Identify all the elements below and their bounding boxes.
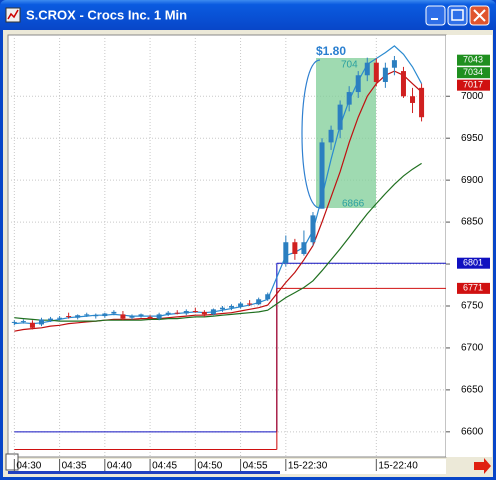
- candle-body: [391, 60, 397, 68]
- overlay: [11, 45, 425, 332]
- price-badge: [457, 67, 490, 79]
- price-badge-label: 6771: [463, 283, 483, 293]
- candle-body: [310, 215, 316, 243]
- maximize-glyph: [451, 9, 464, 21]
- maximize-button[interactable]: [447, 5, 468, 26]
- x-tick-label: 04:45: [152, 461, 177, 472]
- time-scroll: [8, 471, 280, 474]
- candle-body: [337, 104, 343, 130]
- range-bracket: [301, 59, 321, 209]
- x-tick-label: 04:35: [62, 461, 87, 472]
- candle-body: [219, 307, 225, 310]
- candle-body: [201, 311, 207, 315]
- candle-body: [147, 316, 153, 319]
- time-axis: [8, 459, 446, 474]
- candle-body: [120, 314, 126, 319]
- title-bar: [0, 0, 496, 30]
- candle-body: [364, 62, 370, 76]
- annotation-high: 704: [341, 60, 358, 71]
- price-badge: [457, 257, 490, 269]
- price-badge-label: 6801: [463, 258, 483, 268]
- candle-body: [20, 321, 26, 323]
- price-badge: [457, 54, 490, 66]
- price-badge: [457, 79, 490, 91]
- candle-body: [346, 92, 352, 105]
- price-badge-label: 7034: [463, 67, 483, 77]
- annotation-low: 6866: [342, 199, 365, 210]
- minimize-button[interactable]: [425, 5, 446, 26]
- x-tick-label: 15-22:30: [288, 461, 328, 472]
- candle-body: [410, 96, 416, 103]
- candle-body: [138, 314, 144, 317]
- ma-line: [14, 162, 422, 322]
- candle-body: [229, 305, 235, 308]
- candle-body: [66, 316, 72, 318]
- y-tick-label: 6950: [461, 133, 484, 144]
- candle-body: [247, 303, 253, 305]
- x-tick-label: 15-22:40: [378, 461, 418, 472]
- x-tick-label: 04:50: [197, 461, 222, 472]
- candle-body: [400, 71, 406, 97]
- app-icon-glyph: [7, 9, 19, 20]
- y-tick-label: 6900: [461, 175, 484, 186]
- candle-body: [238, 303, 244, 307]
- window-buttons: [425, 5, 490, 26]
- scroll-arrow[interactable]: [474, 458, 491, 474]
- candle-body: [111, 311, 117, 314]
- candle-body: [29, 322, 35, 328]
- candle-body: [256, 299, 262, 305]
- candle-body: [292, 242, 298, 254]
- y-tick-label: 6650: [461, 385, 484, 396]
- plot: 66006650670067506800685069006950700004:3…: [8, 35, 490, 472]
- y-tick-label: 6750: [461, 301, 484, 312]
- candle-body: [328, 129, 334, 143]
- candle-body: [210, 309, 216, 315]
- candle-body: [283, 242, 289, 264]
- candle-body: [373, 62, 379, 82]
- candle-body: [129, 316, 135, 318]
- candle-body: [192, 311, 198, 313]
- candle-body: [57, 317, 63, 319]
- candle-body: [75, 315, 81, 318]
- candle-body: [156, 314, 162, 319]
- candle-body: [102, 313, 108, 317]
- y-tick-label: 6700: [461, 343, 484, 354]
- price-badge-label: 7043: [463, 55, 483, 65]
- plot-area: [7, 34, 447, 458]
- price-badge: [457, 282, 490, 294]
- close-glyph: [473, 9, 486, 22]
- candle-body: [48, 318, 54, 321]
- candle-body: [419, 87, 425, 118]
- candle-body: [165, 312, 171, 315]
- candle-body: [301, 242, 307, 254]
- candle-body: [382, 67, 388, 82]
- candle-body: [174, 312, 180, 314]
- x-tick-label: 04:55: [243, 461, 268, 472]
- candle-body: [319, 142, 325, 209]
- candle-body: [265, 294, 271, 300]
- y-tick-label: 6600: [461, 426, 484, 437]
- window-title: S.CROX - Crocs Inc. 1 Min: [26, 7, 187, 22]
- price-badge-label: 7017: [463, 80, 483, 90]
- price-axis: [446, 35, 492, 457]
- x-tick-label: 04:30: [16, 461, 41, 472]
- y-tick-label: 6850: [461, 217, 484, 228]
- candle-body: [355, 75, 361, 93]
- candle-body: [11, 321, 17, 323]
- annotation-change: $1.80: [316, 44, 346, 58]
- candle-body: [38, 319, 44, 325]
- y-tick-label: 7000: [461, 91, 484, 102]
- corner-box: [5, 453, 19, 471]
- candle-body: [183, 311, 189, 314]
- x-tick-label: 04:40: [107, 461, 132, 472]
- highlight-box: [316, 58, 376, 208]
- candle-body: [84, 314, 90, 316]
- candle-body: [93, 315, 99, 317]
